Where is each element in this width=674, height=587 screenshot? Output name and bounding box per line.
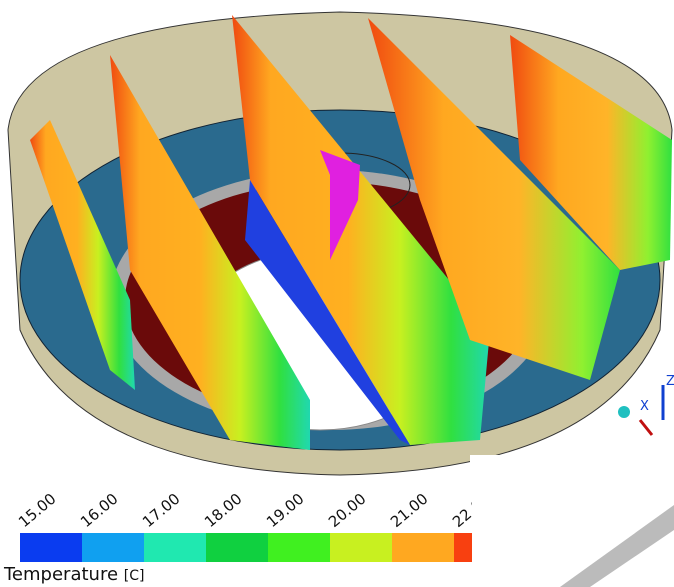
legend-tick-label: 15.00 [15, 490, 59, 531]
legend-tick-label: 17.00 [139, 490, 183, 531]
legend-swatch [330, 533, 392, 562]
legend-title: Temperature [C] [3, 564, 144, 585]
legend-tick-label: 16.00 [77, 490, 121, 531]
axis-y [640, 420, 652, 435]
overlay [470, 455, 674, 587]
legend-tick-label: 19.00 [263, 490, 307, 531]
scene: Z X 15.0016.0017.0018.0019.0020.0021.002… [0, 0, 674, 587]
axis-x [618, 406, 630, 418]
legend-tick-label: 18.00 [201, 490, 245, 531]
axis-label: Z [666, 374, 674, 389]
legend-tick-label: 21.00 [387, 490, 431, 531]
legend-swatch [144, 533, 206, 562]
legend-swatch [20, 533, 82, 562]
legend-swatch [268, 533, 330, 562]
legend-tick-label: 20.00 [325, 490, 369, 531]
legend-swatch [454, 533, 472, 562]
legend-swatch [392, 533, 454, 562]
legend-swatch [206, 533, 268, 562]
screenshot: Z X 15.0016.0017.0018.0019.0020.0021.002… [0, 0, 674, 587]
legend-swatch [82, 533, 144, 562]
axis-label: X [640, 399, 649, 414]
